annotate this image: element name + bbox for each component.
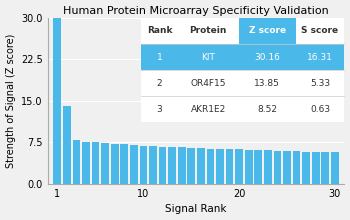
Bar: [141, 44, 344, 70]
Bar: [149, 146, 157, 184]
Bar: [159, 147, 166, 184]
Bar: [178, 18, 239, 44]
Text: 8.52: 8.52: [257, 105, 277, 114]
Bar: [239, 18, 296, 44]
Bar: [92, 143, 99, 184]
Bar: [130, 145, 138, 184]
Text: Rank: Rank: [147, 26, 172, 35]
Bar: [72, 140, 80, 184]
Bar: [168, 147, 176, 184]
Text: 3: 3: [156, 105, 162, 114]
Text: Protein: Protein: [190, 26, 227, 35]
Bar: [235, 149, 243, 184]
Text: KIT: KIT: [201, 53, 215, 62]
Bar: [264, 150, 272, 184]
Bar: [283, 151, 291, 184]
X-axis label: Signal Rank: Signal Rank: [165, 204, 227, 214]
Bar: [54, 18, 61, 184]
Text: 16.31: 16.31: [307, 53, 333, 62]
Bar: [321, 152, 329, 184]
Y-axis label: Strength of Signal (Z score): Strength of Signal (Z score): [6, 34, 15, 168]
Bar: [245, 150, 253, 184]
Bar: [178, 147, 186, 184]
Bar: [302, 152, 310, 184]
Text: 0.63: 0.63: [310, 105, 330, 114]
Bar: [312, 152, 320, 184]
Text: 5.33: 5.33: [310, 79, 330, 88]
Bar: [293, 151, 300, 184]
Bar: [120, 144, 128, 184]
Text: 13.85: 13.85: [254, 79, 280, 88]
Bar: [188, 148, 195, 184]
Text: AKR1E2: AKR1E2: [191, 105, 226, 114]
Bar: [197, 148, 205, 184]
Bar: [226, 149, 233, 184]
Bar: [101, 143, 109, 184]
Bar: [331, 152, 339, 184]
Bar: [141, 18, 178, 44]
Bar: [296, 18, 344, 44]
Bar: [274, 151, 281, 184]
Bar: [254, 150, 262, 184]
Text: OR4F15: OR4F15: [190, 79, 226, 88]
Bar: [82, 142, 90, 184]
Text: 1: 1: [156, 53, 162, 62]
Bar: [140, 146, 147, 184]
FancyBboxPatch shape: [141, 18, 344, 123]
Bar: [111, 144, 119, 184]
Bar: [63, 106, 71, 184]
Title: Human Protein Microarray Specificity Validation: Human Protein Microarray Specificity Val…: [63, 6, 329, 16]
Text: 30.16: 30.16: [254, 53, 280, 62]
Bar: [216, 149, 224, 184]
Text: Z score: Z score: [248, 26, 286, 35]
Bar: [206, 148, 214, 184]
Text: S score: S score: [301, 26, 338, 35]
Text: 2: 2: [157, 79, 162, 88]
